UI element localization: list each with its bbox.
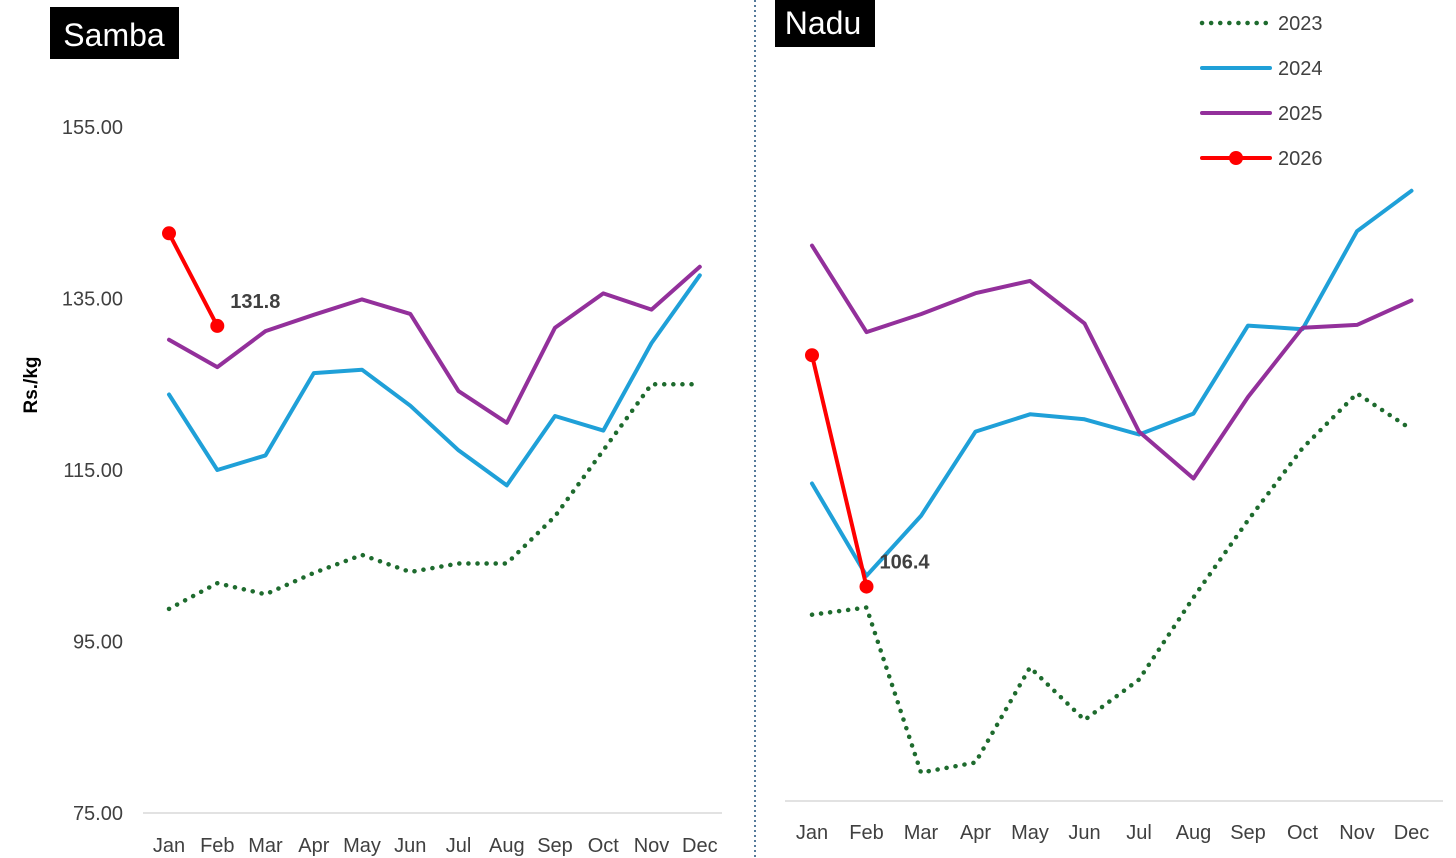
nadu-x-tick-label: Apr [960,822,991,844]
nadu-series-2026-point [859,579,874,594]
samba-panel: Samba Rs./kg 75.00 95.00 115.00 135.00 155.0… [21,7,722,857]
nadu-x-tick-label: Mar [904,822,939,844]
samba-series-2026-line [167,231,220,328]
nadu-panel: Nadu Jan Feb Mar Apr May Jun Jul Aug Sep Oct Nov De… [775,0,1443,844]
samba-series-2026-point [210,318,225,333]
nadu-x-tick-label: Dec [1394,822,1430,844]
legend: 2023 2024 2025 2026 [1199,13,1323,170]
nadu-x-tick-label: Jan [796,822,828,844]
nadu-x-tick-label: Sep [1230,822,1266,844]
samba-y-tick-label: 135.00 [62,289,123,311]
samba-x-tick-label: Nov [634,835,670,857]
samba-title-box [50,7,179,59]
nadu-x-tick-label: Oct [1287,822,1319,844]
samba-x-tick-label: Oct [588,835,620,857]
legend-label-2025: 2025 [1278,103,1323,125]
samba-x-tick-label: Jun [394,835,426,857]
samba-y-tick-label: 75.00 [73,803,123,825]
samba-x-tick-label: Jan [153,835,185,857]
nadu-data-label: 106.4 [880,552,931,574]
samba-title: Samba [63,17,165,53]
samba-x-tick-label: Feb [200,835,234,857]
nadu-x-tick-label: Jun [1068,822,1100,844]
nadu-series-2025-line [810,243,1414,481]
samba-series-2023-line [166,382,703,612]
samba-series-2024-line [167,273,702,488]
samba-x-tick-label: Apr [298,835,329,857]
nadu-x-tick-label: Feb [849,822,883,844]
nadu-title: Nadu [785,5,862,41]
samba-x-tick-label: Mar [248,835,283,857]
nadu-series-2023-line [809,391,1414,775]
nadu-x-tick-label: Nov [1339,822,1375,844]
nadu-x-tick-label: Aug [1176,822,1212,844]
samba-x-tick-label: Jul [446,835,472,857]
nadu-title-box [775,0,875,47]
legend-label-2024: 2024 [1278,58,1323,80]
nadu-x-tick-label: May [1011,822,1049,844]
nadu-series-2026-point [805,348,819,363]
samba-x-tick-label: May [343,835,381,857]
samba-y-tick-label: 95.00 [73,632,123,654]
samba-x-tick-label: Dec [682,835,718,857]
samba-y-tick-label: 155.00 [62,117,123,139]
samba-series-2025-line [167,264,702,425]
nadu-x-tick-label: Jul [1126,822,1152,844]
samba-y-axis-label: Rs./kg [21,356,42,413]
legend-label-2026: 2026 [1278,148,1323,170]
samba-y-tick-label: 115.00 [63,460,123,482]
samba-x-tick-label: Sep [537,835,573,857]
legend-marker-2026 [1229,151,1243,165]
samba-data-label: 131.8 [230,291,280,313]
samba-series-2026-point [162,226,176,241]
legend-label-2023: 2023 [1278,13,1323,35]
nadu-series-2024-line [810,188,1414,578]
samba-x-tick-label: Aug [489,835,525,857]
nadu-series-2026-line [810,353,869,589]
